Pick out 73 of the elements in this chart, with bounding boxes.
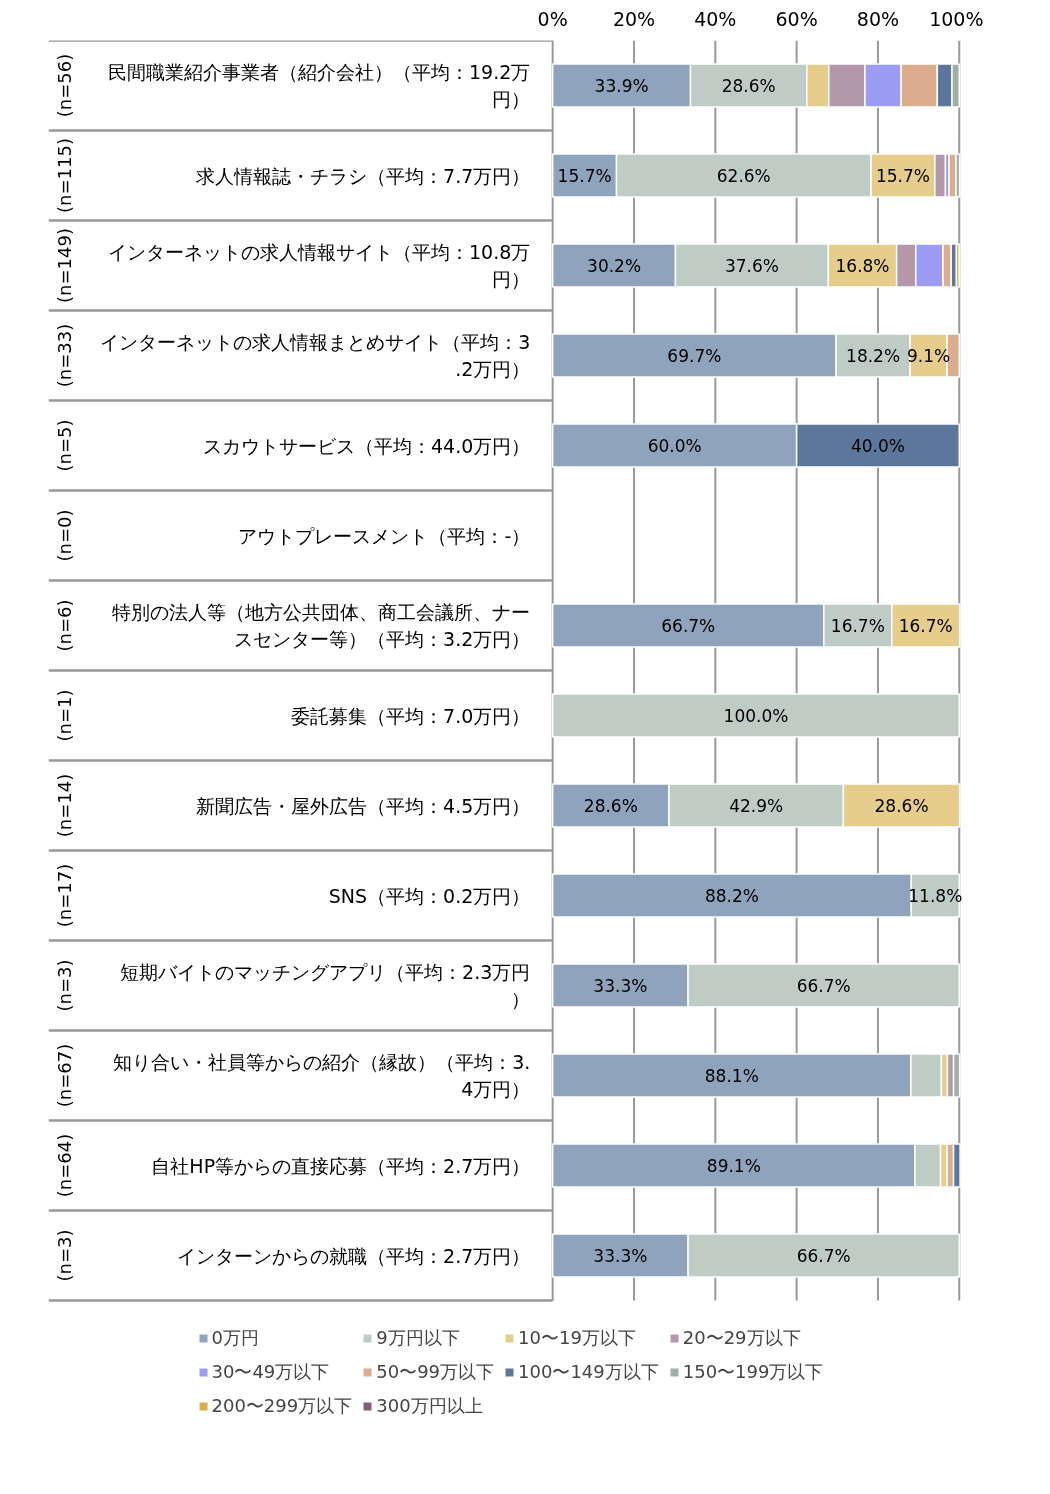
data-label: 15.7% [875,165,930,186]
x-tick-label: 80% [856,7,900,30]
bar [551,693,961,738]
y-tick-label: インターネットの求人情報まとめサイト（平均：3.2万円） [100,331,531,380]
x-tick-label: 0% [537,7,568,30]
legend-label: 9万円以下 [376,1326,460,1350]
y-tick-label: 新聞広告・屋外広告（平均：4.5万円） [196,794,531,817]
data-label: 33.9% [594,75,649,96]
x-tick-label: 60% [775,7,818,30]
data-label: 28.6% [874,795,929,816]
text: (n=64) [54,1133,76,1198]
y-tick-label: 短期バイトのマッチングアプリ（平均：2.3万円） [120,961,531,1010]
data-label: 18.2% [846,345,901,366]
data-label: 66.7% [796,1245,851,1266]
x-tick-label: 20% [612,7,656,30]
data-label: 33.3% [593,1245,648,1266]
legend-label: 50〜99万以下 [376,1360,495,1384]
legend-label: 100〜149万以下 [518,1360,659,1384]
y-tick-label: 特別の法人等（地方公共団体、商工会議所、ナースセンター等）（平均：3.2万円） [112,601,531,650]
y-tick-label: インターンからの就職（平均：2.7万円） [177,1244,531,1267]
text: (n=1) [54,689,76,742]
legend-label: 300万円以上 [376,1394,483,1418]
data-label: 69.7% [667,345,722,366]
data-label: 88.2% [704,885,759,906]
text: (n=6) [54,599,76,652]
y-tick-label: 委託募集（平均：7.0万円） [291,704,531,727]
text: (n=0) [54,509,76,562]
data-label: 66.7% [661,615,716,636]
text: (n=3) [54,959,76,1012]
text: (n=5) [54,419,76,472]
text: (n=149) [54,228,76,303]
y-tick-label: SNS（平均：0.2万円） [328,884,531,907]
data-label: 62.6% [716,165,771,186]
data-label: 89.1% [706,1155,761,1176]
data-label: 16.8% [835,255,890,276]
legend-label: 150〜199万以下 [682,1360,824,1384]
data-label: 100.0% [723,705,789,726]
text: (n=17) [54,863,76,928]
text: (n=115) [54,138,76,213]
y-tick-label: 知り合い・社員等からの紹介（縁故）（平均：3.4万円） [113,1051,531,1100]
y-tick-label: 民間職業紹介事業者（紹介会社）（平均：19.2万円） [108,61,531,110]
x-tick-label: 100% [929,7,984,30]
y-tick-label: 自社HP等からの直接応募（平均：2.7万円） [151,1154,531,1177]
data-label: 42.9% [729,795,784,816]
data-label: 33.3% [593,975,648,996]
legend-label: 30〜49万以下 [211,1360,330,1384]
legend-label: 20〜29万以下 [682,1326,801,1350]
x-tick-label: 40% [694,7,737,30]
legend-label: 200〜299万以下 [211,1394,353,1418]
legend-label: 10〜19万以下 [518,1326,636,1350]
y-tick-label: 求人情報誌・チラシ（平均：7.7万円） [196,164,531,187]
data-label: 88.1% [704,1065,759,1086]
legend-label: 0万円 [211,1326,259,1350]
text: (n=33) [54,323,76,388]
data-label: 30.2% [587,255,642,276]
data-label: 16.7% [830,615,885,636]
y-tick-label: インターネットの求人情報サイト（平均：10.8万円） [108,241,531,290]
data-label: 9.1% [906,345,951,366]
data-label: 60.0% [647,435,702,456]
data-label: 40.0% [850,435,905,456]
data-label: 11.8% [908,885,963,906]
data-label: 16.7% [898,615,953,636]
text: (n=14) [54,773,76,838]
data-label: 28.6% [721,75,776,96]
y-tick-label: スカウトサービス（平均：44.0万円） [203,434,531,457]
data-label: 37.6% [724,255,779,276]
data-label: 28.6% [583,795,638,816]
text: (n=3) [54,1229,76,1282]
data-label: 15.7% [557,165,612,186]
text: (n=56) [54,53,76,118]
data-label: 66.7% [796,975,851,996]
text: (n=67) [54,1043,76,1108]
y-tick-label: アウトプレースメント（平均：-） [238,524,531,547]
